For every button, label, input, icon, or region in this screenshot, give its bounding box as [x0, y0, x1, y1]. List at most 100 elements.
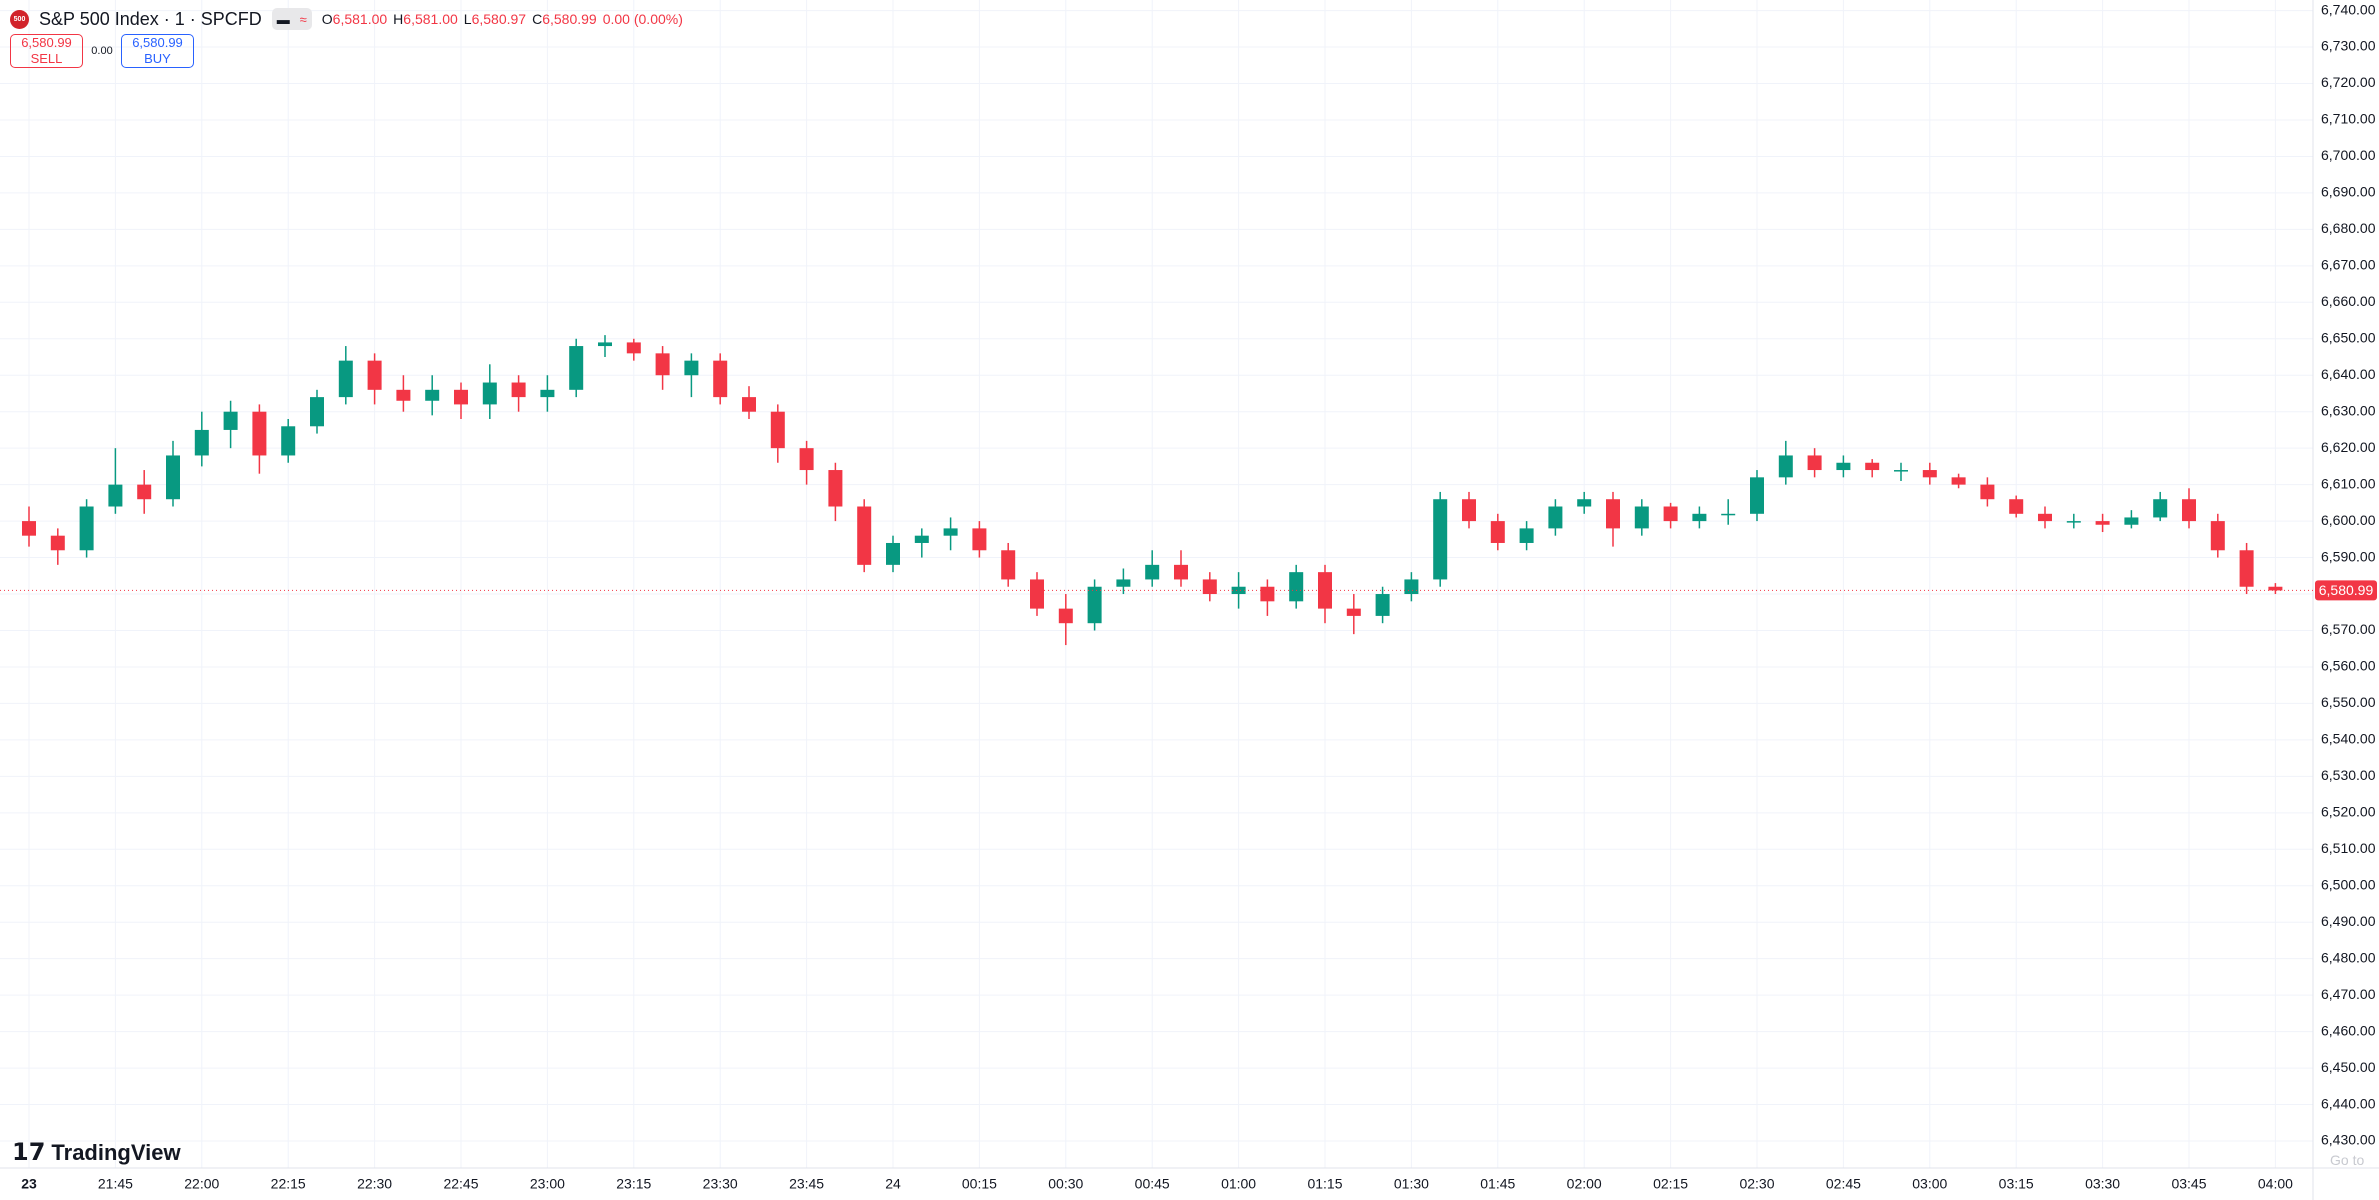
buy-button[interactable]: 6,580.99 BUY — [121, 34, 194, 68]
trade-panel: 6,580.99 SELL 0.00 6,580.99 BUY — [10, 34, 194, 68]
candle-body — [396, 389, 411, 401]
candle-body — [1231, 586, 1246, 595]
x-tick-label: 04:00 — [2258, 1176, 2293, 1192]
y-tick-label: 6,450.00 — [2321, 1059, 2376, 1075]
candle-body — [1663, 506, 1678, 522]
last-price-tag — [2315, 580, 2377, 601]
candle-body — [310, 397, 324, 427]
ohlc-value: 6,581.00 — [403, 11, 458, 27]
x-tick-label: 23:30 — [703, 1176, 738, 1192]
buy-label: BUY — [144, 51, 171, 66]
y-tick-label: 6,550.00 — [2321, 694, 2376, 710]
candle-body — [223, 411, 238, 430]
sell-button[interactable]: 6,580.99 SELL — [10, 34, 83, 68]
candle-body — [1692, 513, 1707, 522]
ohlc-key: L — [463, 11, 472, 27]
candle-body — [1087, 586, 1102, 624]
candle-body — [1433, 499, 1448, 580]
candle-body — [1865, 462, 1880, 471]
y-tick-label: 6,670.00 — [2321, 257, 2376, 273]
indicator-toggle[interactable]: ▬ ≈ — [271, 8, 312, 30]
candle-body — [1404, 579, 1419, 595]
candle-body — [2268, 586, 2283, 591]
y-tick-label: 6,440.00 — [2321, 1095, 2376, 1111]
candle-body — [1721, 513, 1736, 516]
candle-body — [943, 528, 958, 536]
candle-body — [50, 535, 65, 551]
brand[interactable]: 𝟭𝟳 TradingView — [12, 1138, 181, 1167]
x-tick-label: 02:30 — [1739, 1176, 1774, 1192]
y-tick-label: 6,530.00 — [2321, 767, 2376, 783]
candle-body — [1174, 564, 1188, 580]
y-tick-label: 6,490.00 — [2321, 913, 2376, 929]
y-tick-label: 6,460.00 — [2321, 1022, 2376, 1038]
candle-body — [511, 382, 526, 398]
y-tick-label: 6,560.00 — [2321, 658, 2376, 674]
y-tick-label: 6,570.00 — [2321, 621, 2376, 637]
ohlc-key: O — [321, 11, 333, 27]
candle-body — [166, 455, 180, 500]
symbol-title[interactable]: S&P 500 Index · 1 · SPCFD — [39, 8, 262, 29]
ohlc-legend: O6,581.00 H6,581.00 L6,580.97 C6,580.99 … — [322, 11, 683, 27]
candle-body — [569, 346, 584, 390]
x-tick-label: 03:00 — [1912, 1176, 1947, 1192]
candle-body — [425, 389, 440, 401]
candle-body — [972, 528, 987, 551]
candle-body — [1001, 550, 1016, 580]
candle-body — [799, 448, 814, 471]
candle-body — [252, 411, 267, 456]
x-tick-label: 03:30 — [2085, 1176, 2120, 1192]
ohlc-key: H — [393, 11, 404, 27]
candle-body — [1548, 506, 1563, 529]
ohlc-value: 6,580.97 — [471, 11, 527, 27]
y-tick-label: 6,600.00 — [2321, 512, 2376, 528]
y-tick-label: 6,590.00 — [2321, 548, 2376, 564]
candle-body — [1750, 477, 1764, 514]
y-tick-label: 6,430.00 — [2321, 1132, 2376, 1148]
candle-body — [1490, 521, 1505, 543]
candle-body — [367, 360, 382, 390]
candle-body — [1375, 594, 1390, 616]
candle-body — [1606, 499, 1620, 529]
x-tick-label: 22:15 — [271, 1176, 306, 1192]
x-tick-label: 22:30 — [357, 1176, 392, 1192]
candle-body — [2210, 521, 2225, 551]
y-tick-label: 6,520.00 — [2321, 804, 2376, 820]
y-tick-label: 6,610.00 — [2321, 475, 2376, 491]
candle-body — [79, 506, 94, 551]
candle-body — [770, 411, 785, 449]
x-tick-label: 23 — [21, 1176, 37, 1192]
y-tick-label: 6,510.00 — [2321, 840, 2376, 856]
candle-body — [108, 484, 123, 507]
candle-body — [828, 470, 843, 507]
symbol-header: 500 S&P 500 Index · 1 · SPCFD ▬ ≈ O6,581… — [10, 8, 683, 30]
x-tick-label: 02:00 — [1567, 1176, 1602, 1192]
candle-body — [2153, 499, 2168, 518]
candle-body — [1462, 499, 1476, 522]
y-tick-label: 6,730.00 — [2321, 38, 2376, 54]
candle-body — [655, 353, 670, 376]
x-tick-label: 03:15 — [1999, 1176, 2034, 1192]
candle-body — [1778, 455, 1793, 478]
candle-body — [1260, 586, 1275, 602]
candle-body — [598, 342, 612, 347]
spread: 0.00 — [91, 45, 113, 57]
x-tick-label: 02:45 — [1826, 1176, 1861, 1192]
candle-body — [1980, 484, 1995, 500]
x-tick-label: 23:00 — [530, 1176, 565, 1192]
x-tick-label: 03:45 — [2171, 1176, 2206, 1192]
candle-body — [1519, 528, 1534, 543]
candle-body — [1634, 506, 1649, 529]
candle-body — [1807, 455, 1822, 471]
x-tick-label: 01:45 — [1480, 1176, 1515, 1192]
candle-body — [454, 389, 468, 405]
last-price-label: 6,580.99 — [2319, 582, 2374, 598]
y-tick-label: 6,690.00 — [2321, 184, 2376, 200]
y-tick-label: 6,700.00 — [2321, 147, 2376, 163]
candle-body — [713, 360, 728, 398]
go-to[interactable]: Go to — [2330, 1152, 2365, 1168]
y-tick-label: 6,470.00 — [2321, 986, 2376, 1002]
candle-body — [1116, 579, 1131, 587]
